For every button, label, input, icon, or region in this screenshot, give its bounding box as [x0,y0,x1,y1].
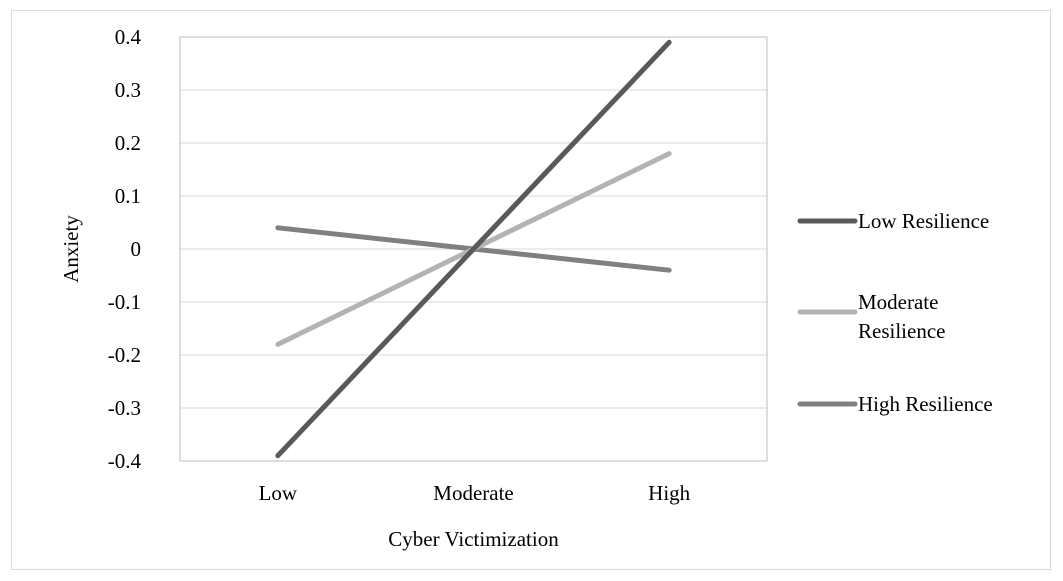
legend-label: High Resilience [858,392,993,416]
series-lines [275,39,672,459]
y-tick-label: 0.3 [115,78,141,102]
x-tick-label: Moderate [433,481,513,505]
x-tick-label: Low [259,481,298,505]
plot-area [179,36,768,462]
legend-label: Moderate [858,290,938,314]
y-tick-label: -0.2 [108,343,141,367]
y-tick-label: -0.3 [108,396,141,420]
legend-label: Low Resilience [858,209,989,233]
y-tick-label: -0.1 [108,290,141,314]
y-tick-label: 0.1 [115,184,141,208]
x-tick-label: High [648,481,691,505]
y-tick-label: 0.2 [115,131,141,155]
y-tick-label: 0 [131,237,142,261]
legend: Low Resilience Moderate Resilience High Res… [797,209,993,416]
y-tick-label: -0.4 [108,449,142,473]
chart-frame [11,10,1051,570]
series-line-0 [275,39,672,459]
x-axis-ticks: Low Moderate High [259,481,691,505]
legend-label: Resilience [858,319,945,343]
y-axis-ticks: 0.4 0.3 0.2 0.1 0 -0.1 -0.2 -0.3 -0.4 [108,25,142,473]
x-axis-title: Cyber Victimization [388,527,559,551]
y-tick-label: 0.4 [115,25,142,49]
y-axis-title: Anxiety [59,215,83,283]
